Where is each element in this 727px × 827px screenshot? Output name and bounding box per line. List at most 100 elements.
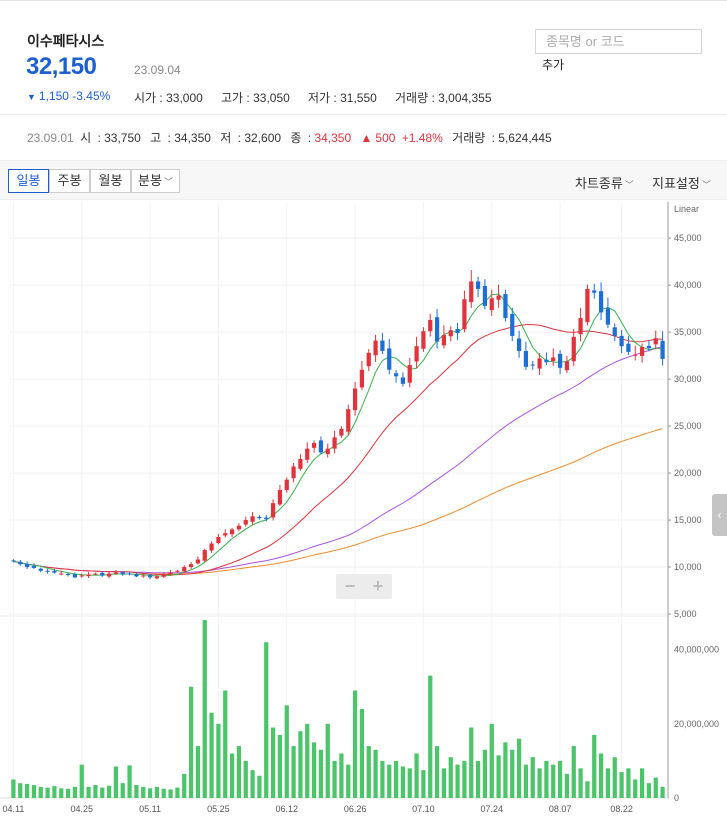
- price-tick-label: 5,000: [674, 609, 697, 619]
- volume-bar: [523, 764, 529, 798]
- candle: [503, 294, 508, 319]
- volume-bar: [284, 705, 289, 798]
- candle: [264, 517, 269, 520]
- candle: [639, 347, 645, 356]
- candle: [605, 308, 611, 325]
- volume-bar: [24, 783, 30, 798]
- volume-bar: [605, 768, 611, 798]
- add-button[interactable]: 추가: [542, 58, 565, 72]
- up-triangle-icon: ▲: [360, 131, 373, 145]
- previous-close: 종 : 34,350: [290, 131, 352, 145]
- volume-bar: [346, 764, 351, 798]
- chart-type-dropdown[interactable]: 차트종류 ﹀: [575, 176, 634, 191]
- candle: [612, 327, 617, 336]
- change-percent: -3.45%: [72, 89, 111, 103]
- price-tick-label: 10,000: [674, 562, 702, 572]
- candle: [592, 290, 597, 293]
- candle: [462, 299, 467, 330]
- candle: [339, 428, 344, 436]
- candle: [585, 288, 590, 323]
- candle: [373, 340, 378, 356]
- volume-bar: [619, 772, 624, 798]
- volume-bar: [168, 789, 173, 798]
- tab-weekly[interactable]: 주봉: [49, 169, 90, 193]
- candle: [79, 575, 84, 577]
- volume-bar: [516, 738, 522, 798]
- volume-bar: [72, 786, 78, 798]
- price-tick-label: 20,000: [674, 468, 702, 478]
- volume-bar: [482, 749, 488, 798]
- tab-minute[interactable]: 분봉 ﹀: [131, 169, 180, 193]
- candle: [305, 448, 310, 460]
- candle: [530, 364, 535, 366]
- price-change: ▼ 1,150 -3.45%: [27, 89, 110, 103]
- x-tick-label: 04.25: [70, 804, 93, 814]
- candle: [154, 576, 160, 579]
- volume-bar: [86, 786, 91, 798]
- x-tick-label: 07.10: [412, 804, 435, 814]
- candle: [598, 291, 604, 313]
- stock-search-input[interactable]: [535, 29, 702, 54]
- volume-bar: [387, 764, 392, 798]
- volume-bar: [11, 779, 16, 798]
- volume-bar: [311, 742, 317, 798]
- volume-bar: [366, 746, 371, 798]
- volume-bar: [93, 785, 98, 798]
- price-tick-label: 35,000: [674, 327, 702, 337]
- candle: [646, 345, 652, 349]
- volume-bar: [161, 788, 166, 798]
- volume-bar: [291, 746, 296, 798]
- volume-bar: [407, 768, 412, 798]
- candle: [270, 503, 276, 518]
- candle: [359, 369, 365, 388]
- x-tick-label: 04.11: [2, 804, 24, 814]
- volume-bar: [59, 788, 64, 798]
- chevron-down-icon: ﹀: [624, 180, 634, 190]
- zoom-out-icon[interactable]: −: [344, 576, 356, 596]
- volume-bar: [598, 753, 604, 798]
- candle: [578, 318, 583, 335]
- price-chart[interactable]: Linear 45,000 40,000 35,000 30,000 25,000 20,0…: [0, 200, 727, 827]
- volume-bar: [127, 765, 132, 798]
- volume-bar: [305, 723, 310, 798]
- volume-bar: [236, 746, 242, 798]
- candle: [72, 574, 78, 578]
- candle: [229, 529, 235, 535]
- candle: [209, 543, 214, 551]
- candle: [380, 340, 385, 351]
- volume-bar: [660, 786, 665, 798]
- x-tick-label: 06.12: [275, 804, 298, 814]
- volume-bar: [428, 675, 433, 798]
- previous-high: 고 : 34,350: [150, 131, 211, 145]
- candle: [223, 533, 228, 536]
- chart-toolbar: 일봉 주봉 월봉 분봉 ﹀ 차트종류 ﹀ 지표설정 ﹀: [0, 160, 727, 200]
- ma20-line: [13, 324, 663, 576]
- candle: [182, 567, 187, 572]
- x-tick-label: 08.22: [610, 804, 633, 814]
- candle: [175, 570, 180, 572]
- volume-tick-label: 0: [674, 793, 679, 803]
- indicator-settings-dropdown[interactable]: 지표설정 ﹀: [652, 176, 711, 191]
- tab-daily[interactable]: 일봉: [8, 169, 49, 193]
- zoom-in-icon[interactable]: +: [372, 576, 384, 596]
- volume-bar: [414, 753, 419, 798]
- chevron-left-icon[interactable]: ‹: [712, 494, 727, 536]
- previous-date: 23.09.01: [27, 131, 74, 145]
- price-date: 23.09.04: [134, 63, 181, 77]
- volume-bar: [79, 764, 84, 798]
- candle: [134, 574, 139, 577]
- candle: [626, 343, 631, 352]
- candle: [298, 458, 303, 469]
- previous-volume: 거래량 : 5,624,445: [452, 131, 552, 145]
- candle: [59, 573, 64, 575]
- volume-bar: [223, 690, 228, 798]
- volume-bar: [373, 749, 378, 798]
- volume-bar: [646, 783, 652, 798]
- volume-bar: [188, 686, 194, 798]
- high-price: 고가 : 33,050: [221, 91, 290, 105]
- scale-label: Linear: [674, 204, 699, 214]
- candle: [489, 298, 494, 311]
- volume-bar: [195, 746, 201, 798]
- tab-monthly[interactable]: 월봉: [90, 169, 131, 193]
- volume-bar: [352, 690, 358, 798]
